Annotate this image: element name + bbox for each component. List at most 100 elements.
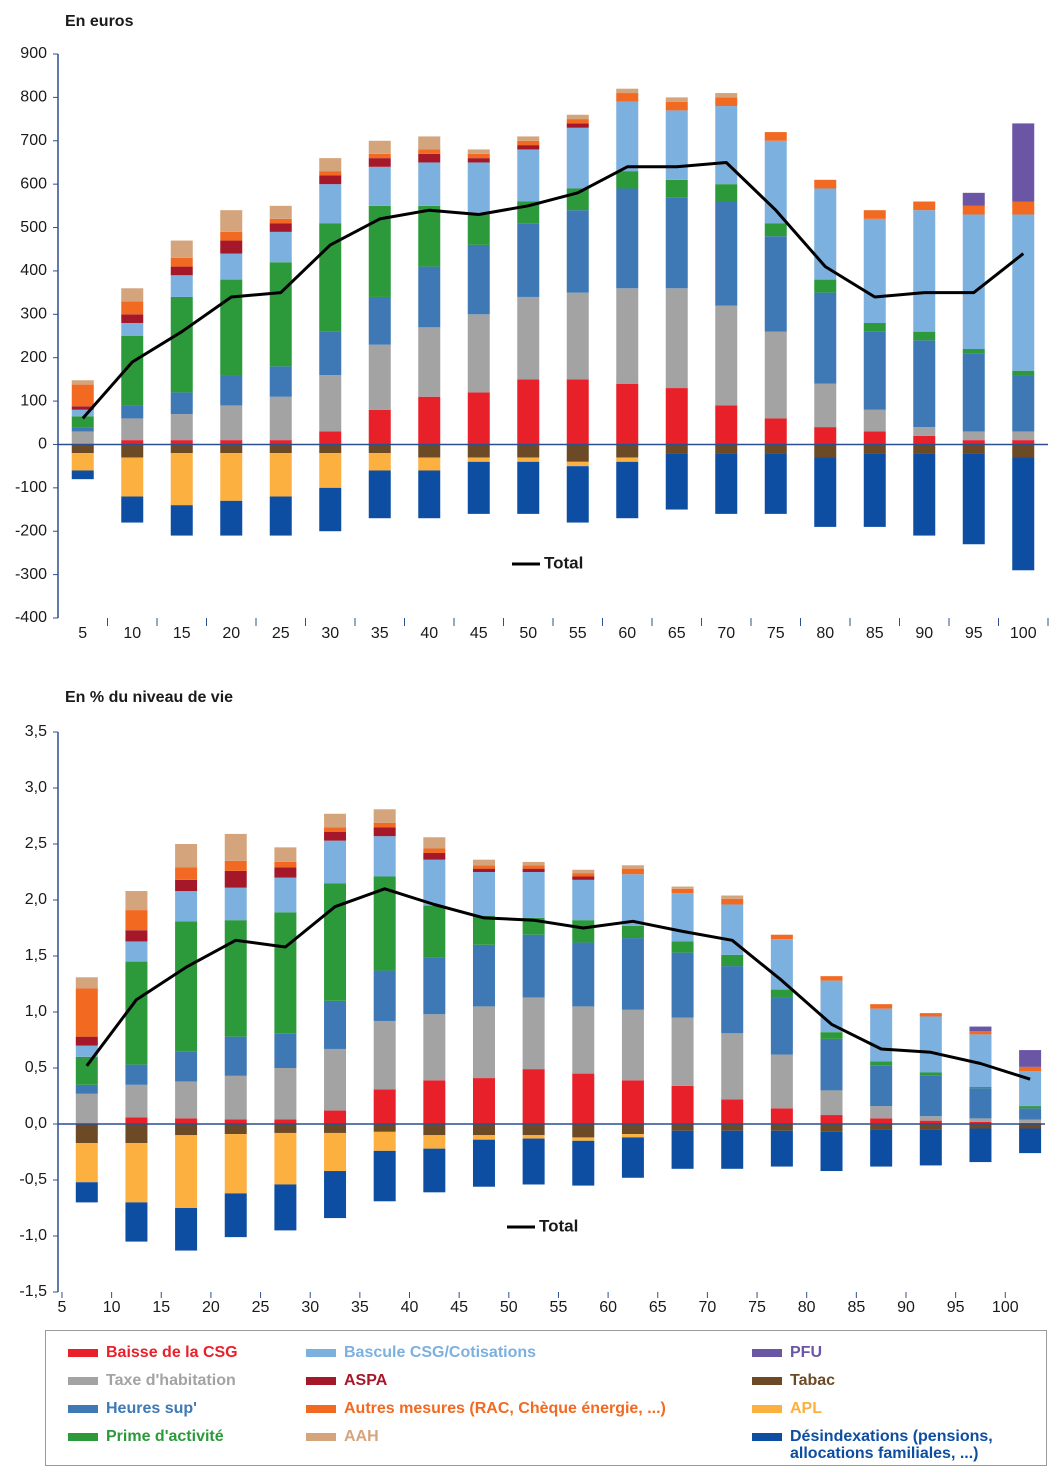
bar-segment (721, 904, 744, 955)
y-tick-label: 0,0 (25, 1115, 47, 1132)
bar-segment (1012, 370, 1035, 376)
bar-segment (621, 868, 644, 875)
bar-segment (472, 1006, 495, 1079)
bar-segment (319, 184, 342, 224)
bar-segment (1019, 1128, 1042, 1154)
bar-segment (125, 1084, 148, 1118)
bar-segment (517, 136, 540, 141)
bar-segment (870, 1061, 893, 1066)
bar-segment (671, 1017, 694, 1086)
bar-segment (969, 1087, 992, 1089)
bar-segment (220, 210, 243, 232)
bar-segment (175, 879, 198, 892)
bar-segment (616, 461, 639, 519)
bar-segment (170, 392, 193, 415)
x-tick-label: 90 (915, 625, 933, 642)
bar-segment (467, 392, 490, 445)
bar-segment (566, 114, 589, 120)
bar-segment (373, 970, 396, 1021)
bar-segment (572, 920, 595, 943)
x-tick-label: 75 (767, 625, 785, 642)
bar-segment (175, 1135, 198, 1208)
bar-segment (324, 883, 347, 1001)
bar-segment (373, 822, 396, 828)
bar-segment (522, 872, 545, 918)
y-tick-label: 600 (20, 175, 47, 192)
bar-segment (319, 375, 342, 432)
bar-segment (566, 379, 589, 445)
bar-segment (472, 1139, 495, 1187)
bar-segment (368, 444, 391, 454)
y-tick-label: 700 (20, 132, 47, 149)
bar-segment (224, 1134, 247, 1194)
bar-segment (517, 379, 540, 445)
bar-segment (522, 934, 545, 998)
bar-segment (919, 1116, 942, 1121)
bar-segment (969, 1121, 992, 1124)
bar-segment (770, 1130, 793, 1167)
bar-segment (522, 868, 545, 872)
bar-segment (71, 380, 94, 385)
bar-segment (467, 149, 490, 154)
bar-segment (319, 487, 342, 532)
bar-segment (269, 496, 292, 536)
bar-segment (220, 253, 243, 280)
bar-segment (616, 288, 639, 384)
bar-segment (671, 1130, 694, 1169)
bar-segment (962, 431, 985, 441)
bar-segment (969, 1124, 992, 1129)
bar-segment (621, 1080, 644, 1124)
bar-segment (467, 444, 490, 458)
chart-title: En % du niveau de vie (65, 689, 233, 706)
x-tick-label: 25 (272, 625, 290, 642)
bar-segment (274, 847, 297, 862)
bar-segment (1019, 1124, 1042, 1129)
bar-segment (125, 1064, 148, 1085)
y-tick-label: 0,5 (25, 1059, 47, 1076)
y-tick-label: 900 (20, 45, 47, 62)
bar-segment (170, 444, 193, 454)
bar-segment (621, 865, 644, 869)
bar-segment (616, 383, 639, 445)
x-tick-label: 30 (321, 625, 339, 642)
bar-segment (1012, 444, 1035, 458)
bar-segment (870, 1106, 893, 1119)
x-tick-label: 50 (500, 1299, 518, 1316)
bar-segment (175, 1118, 198, 1124)
bar-segment (175, 891, 198, 922)
x-tick-label: 10 (123, 625, 141, 642)
bar-segment (919, 1016, 942, 1073)
bar-segment (1012, 375, 1035, 432)
bar-segment (1019, 1106, 1042, 1109)
x-tick-label: 40 (401, 1299, 419, 1316)
bar-segment (269, 262, 292, 367)
bar-segment (418, 205, 441, 267)
y-tick-label: -0,5 (19, 1171, 47, 1188)
bar-segment (269, 396, 292, 441)
bar-segment (319, 431, 342, 445)
legend-swatch (306, 1377, 336, 1385)
bar-segment (820, 1032, 843, 1039)
bar-segment (423, 957, 446, 1015)
bar-segment (870, 1118, 893, 1124)
bar-segment (175, 1081, 198, 1119)
bar-segment (863, 218, 886, 323)
bar-segment (616, 101, 639, 172)
bar-segment (572, 1073, 595, 1124)
bar-segment (125, 891, 148, 911)
y-tick-label: 2,5 (25, 835, 47, 852)
legend-label: Total (544, 553, 583, 572)
bar-segment (616, 444, 639, 458)
bar-segment (319, 175, 342, 185)
bar-segment (373, 1131, 396, 1151)
y-tick-label: -1,0 (19, 1227, 47, 1244)
bar-segment (423, 1080, 446, 1124)
bar-segment (820, 1038, 843, 1091)
legend-swatch (752, 1433, 782, 1441)
bar-segment (1019, 1050, 1042, 1067)
bar-segment (572, 873, 595, 877)
bar-segment (220, 279, 243, 376)
bar-segment (472, 872, 495, 916)
